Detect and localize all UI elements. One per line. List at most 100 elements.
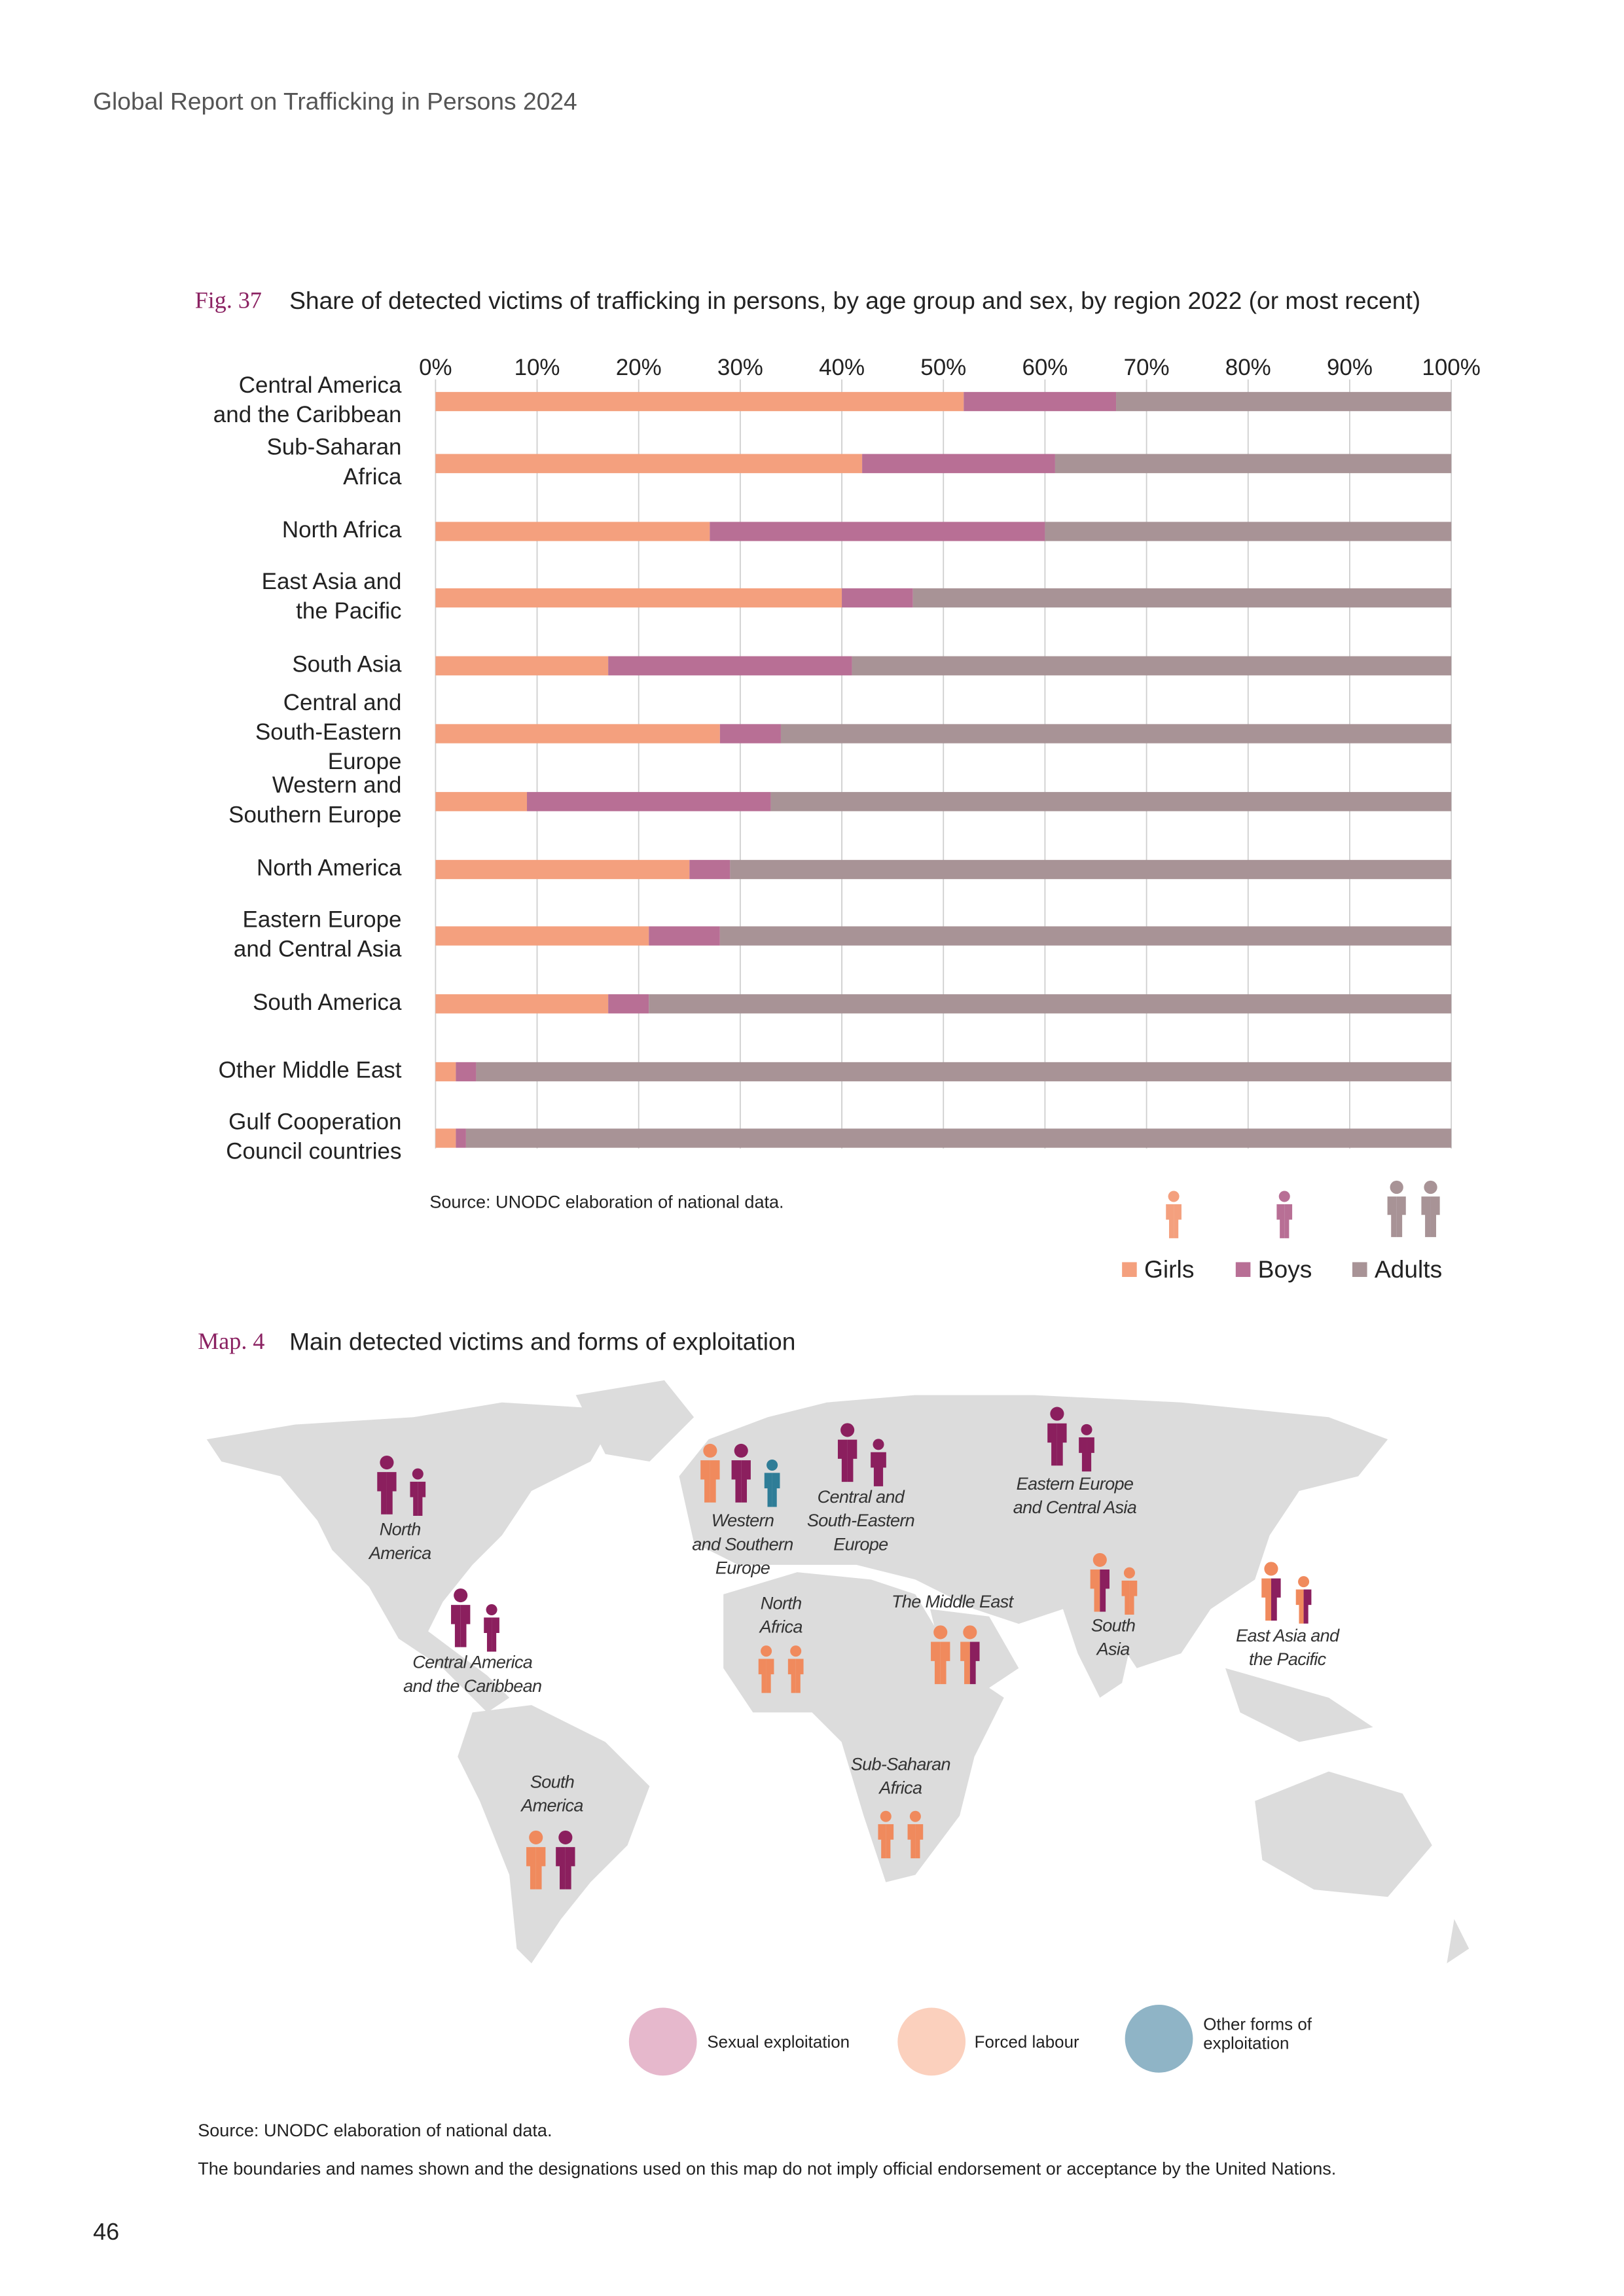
icon-body — [766, 1659, 774, 1693]
running-header: Global Report on Trafficking in Persons … — [93, 88, 577, 115]
icon-body — [377, 1472, 387, 1515]
icon-body — [410, 1481, 418, 1516]
region-label: North America — [369, 1518, 431, 1564]
bar-segment — [719, 926, 1452, 946]
icon-head — [767, 1459, 778, 1471]
icon-body — [565, 1847, 575, 1890]
category-label-box: South Asia — [292, 653, 401, 677]
legend-label: Adults — [1375, 1255, 1442, 1283]
x-tick-label: 60% — [1022, 355, 1068, 380]
person-icon — [837, 1423, 857, 1482]
icon-body — [878, 1824, 886, 1859]
icon-body — [1166, 1204, 1174, 1238]
person-icon — [787, 1645, 804, 1693]
icon-body — [1174, 1204, 1182, 1238]
person-icon — [960, 1625, 980, 1685]
icon-body — [418, 1481, 426, 1516]
bar-segment — [435, 588, 842, 608]
figure-title: Share of detected victims of trafficking… — [289, 287, 1420, 314]
icon-head — [963, 1625, 977, 1640]
region-label-box: Sub-Saharan Africa — [850, 1753, 951, 1799]
icon-body — [772, 1473, 780, 1507]
bar-segment — [710, 522, 1045, 541]
x-tick-label: 40% — [819, 355, 865, 380]
bar-segment — [435, 859, 690, 880]
legend-swatch — [1122, 1262, 1137, 1278]
icon-body — [1276, 1204, 1285, 1238]
bar-segment — [770, 792, 1452, 812]
icon-body — [837, 1439, 848, 1482]
bar-segment — [456, 1128, 466, 1148]
bar-segment — [527, 792, 771, 812]
icon-body — [1100, 1570, 1110, 1612]
icon-head — [486, 1604, 497, 1616]
icon-body — [969, 1641, 980, 1685]
bar-segment — [435, 994, 609, 1014]
person-icon — [878, 1810, 894, 1859]
icon-body — [556, 1847, 566, 1890]
page-number: 46 — [93, 2218, 119, 2245]
icon-body — [1056, 1423, 1067, 1466]
category-label-box: Central and South-Eastern Europe — [255, 691, 402, 776]
category-label-box: East Asia and the Pacific — [262, 570, 402, 624]
icon-head — [1390, 1180, 1403, 1194]
person-icon — [700, 1443, 720, 1503]
region-label-box: Western and Southern Europe — [692, 1510, 793, 1578]
icon-head — [1050, 1407, 1064, 1421]
region-label: Sub-Saharan Africa — [850, 1753, 951, 1799]
bar-segment — [842, 588, 913, 608]
chart-source: Source: UNODC elaboration of national da… — [429, 1192, 784, 1211]
icon-body — [1430, 1196, 1440, 1238]
bar-segment — [719, 724, 781, 744]
icon-body — [1295, 1589, 1304, 1624]
category-label: Western and Southern Europe — [228, 773, 402, 829]
icon-body — [1129, 1580, 1138, 1615]
bar-segment — [435, 522, 710, 541]
map-legend-label: Forced labour — [974, 2034, 1079, 2053]
region-label: Central America and the Caribbean — [403, 1651, 542, 1696]
x-tick-label: 20% — [616, 355, 662, 380]
person-icon — [1276, 1191, 1293, 1238]
bar-segment — [780, 724, 1452, 744]
bar-segment — [435, 1062, 456, 1082]
category-label-box: Other Middle East — [219, 1058, 402, 1083]
icon-body — [915, 1824, 924, 1859]
region-label-box: Central America and the Caribbean — [403, 1651, 542, 1696]
map-legend-label-box: Sexual exploitation — [707, 2035, 850, 2053]
person-icon — [410, 1468, 426, 1516]
category-label-box: South America — [253, 990, 401, 1015]
x-tick-label: 10% — [514, 355, 560, 380]
category-label: North Africa — [281, 518, 402, 544]
person-icon — [731, 1443, 751, 1503]
region-label-box: South America — [521, 1772, 583, 1816]
icon-head — [880, 1810, 892, 1822]
icon-body — [931, 1641, 941, 1685]
person-icon — [484, 1604, 499, 1652]
icon-body — [526, 1847, 536, 1890]
bar-segment — [435, 656, 609, 675]
person-icon — [1090, 1552, 1110, 1612]
icon-body — [1387, 1196, 1397, 1238]
icon-body — [1090, 1570, 1100, 1612]
icon-body — [1396, 1196, 1406, 1238]
icon-head — [703, 1443, 717, 1458]
icon-body — [1087, 1437, 1094, 1472]
bar-segment — [435, 926, 649, 946]
icon-body — [1271, 1578, 1281, 1621]
icon-head — [1424, 1180, 1437, 1194]
map-title: Main detected victims and forms of explo… — [289, 1327, 795, 1355]
bar-segment — [435, 391, 964, 412]
icon-body — [535, 1847, 546, 1890]
category-label-box: Eastern Europe and Central Asia — [234, 908, 402, 962]
bar-segment — [435, 724, 720, 744]
icon-head — [558, 1830, 573, 1844]
icon-body — [1261, 1578, 1271, 1621]
bar-segment — [435, 1128, 456, 1148]
icon-body — [758, 1659, 767, 1693]
icon-body — [492, 1617, 499, 1652]
person-icon — [1261, 1562, 1281, 1621]
icon-head — [1168, 1191, 1180, 1202]
bar-segment — [689, 859, 731, 880]
